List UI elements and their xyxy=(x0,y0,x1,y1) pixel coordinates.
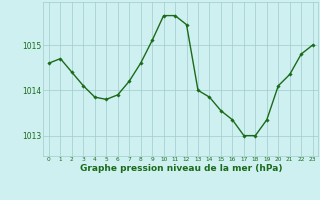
X-axis label: Graphe pression niveau de la mer (hPa): Graphe pression niveau de la mer (hPa) xyxy=(80,164,282,173)
